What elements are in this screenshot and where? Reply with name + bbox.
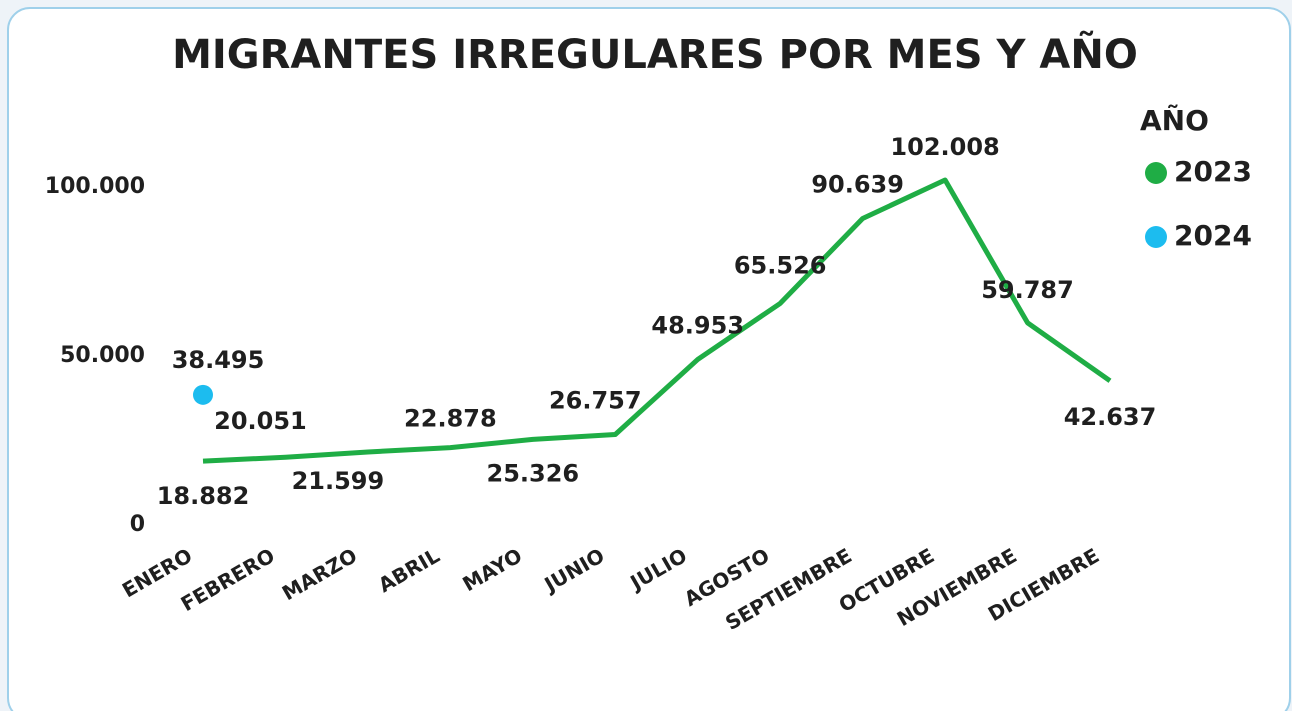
legend-swatch xyxy=(1145,226,1167,248)
data-label: 18.882 xyxy=(157,482,250,510)
data-label: 25.326 xyxy=(487,459,580,487)
data-label: 48.953 xyxy=(651,311,744,339)
line xyxy=(202,177,1112,464)
legend-title: AÑO xyxy=(1140,103,1209,137)
legend-label: 2024 xyxy=(1174,219,1252,252)
chart-title: MIGRANTES IRREGULARES POR MES Y AÑO xyxy=(172,30,1138,78)
card xyxy=(7,7,1291,711)
y-tick-label: 100.000 xyxy=(45,174,145,199)
y-tick-label: 0 xyxy=(130,512,145,537)
data-label: 90.639 xyxy=(811,170,904,198)
data-label: 42.637 xyxy=(1064,403,1157,431)
legend-swatch xyxy=(1145,162,1167,184)
data-label: 22.878 xyxy=(404,405,497,433)
data-label: 38.495 xyxy=(172,346,265,374)
data-label: 20.051 xyxy=(214,407,307,435)
data-label: 59.787 xyxy=(981,276,1074,304)
data-label: 102.008 xyxy=(890,133,999,161)
data-label: 65.526 xyxy=(734,251,827,279)
point xyxy=(193,384,213,405)
data-label: 21.599 xyxy=(292,467,385,495)
legend-label: 2023 xyxy=(1174,155,1252,188)
y-tick-label: 50.000 xyxy=(60,343,145,368)
data-label: 26.757 xyxy=(549,387,642,415)
